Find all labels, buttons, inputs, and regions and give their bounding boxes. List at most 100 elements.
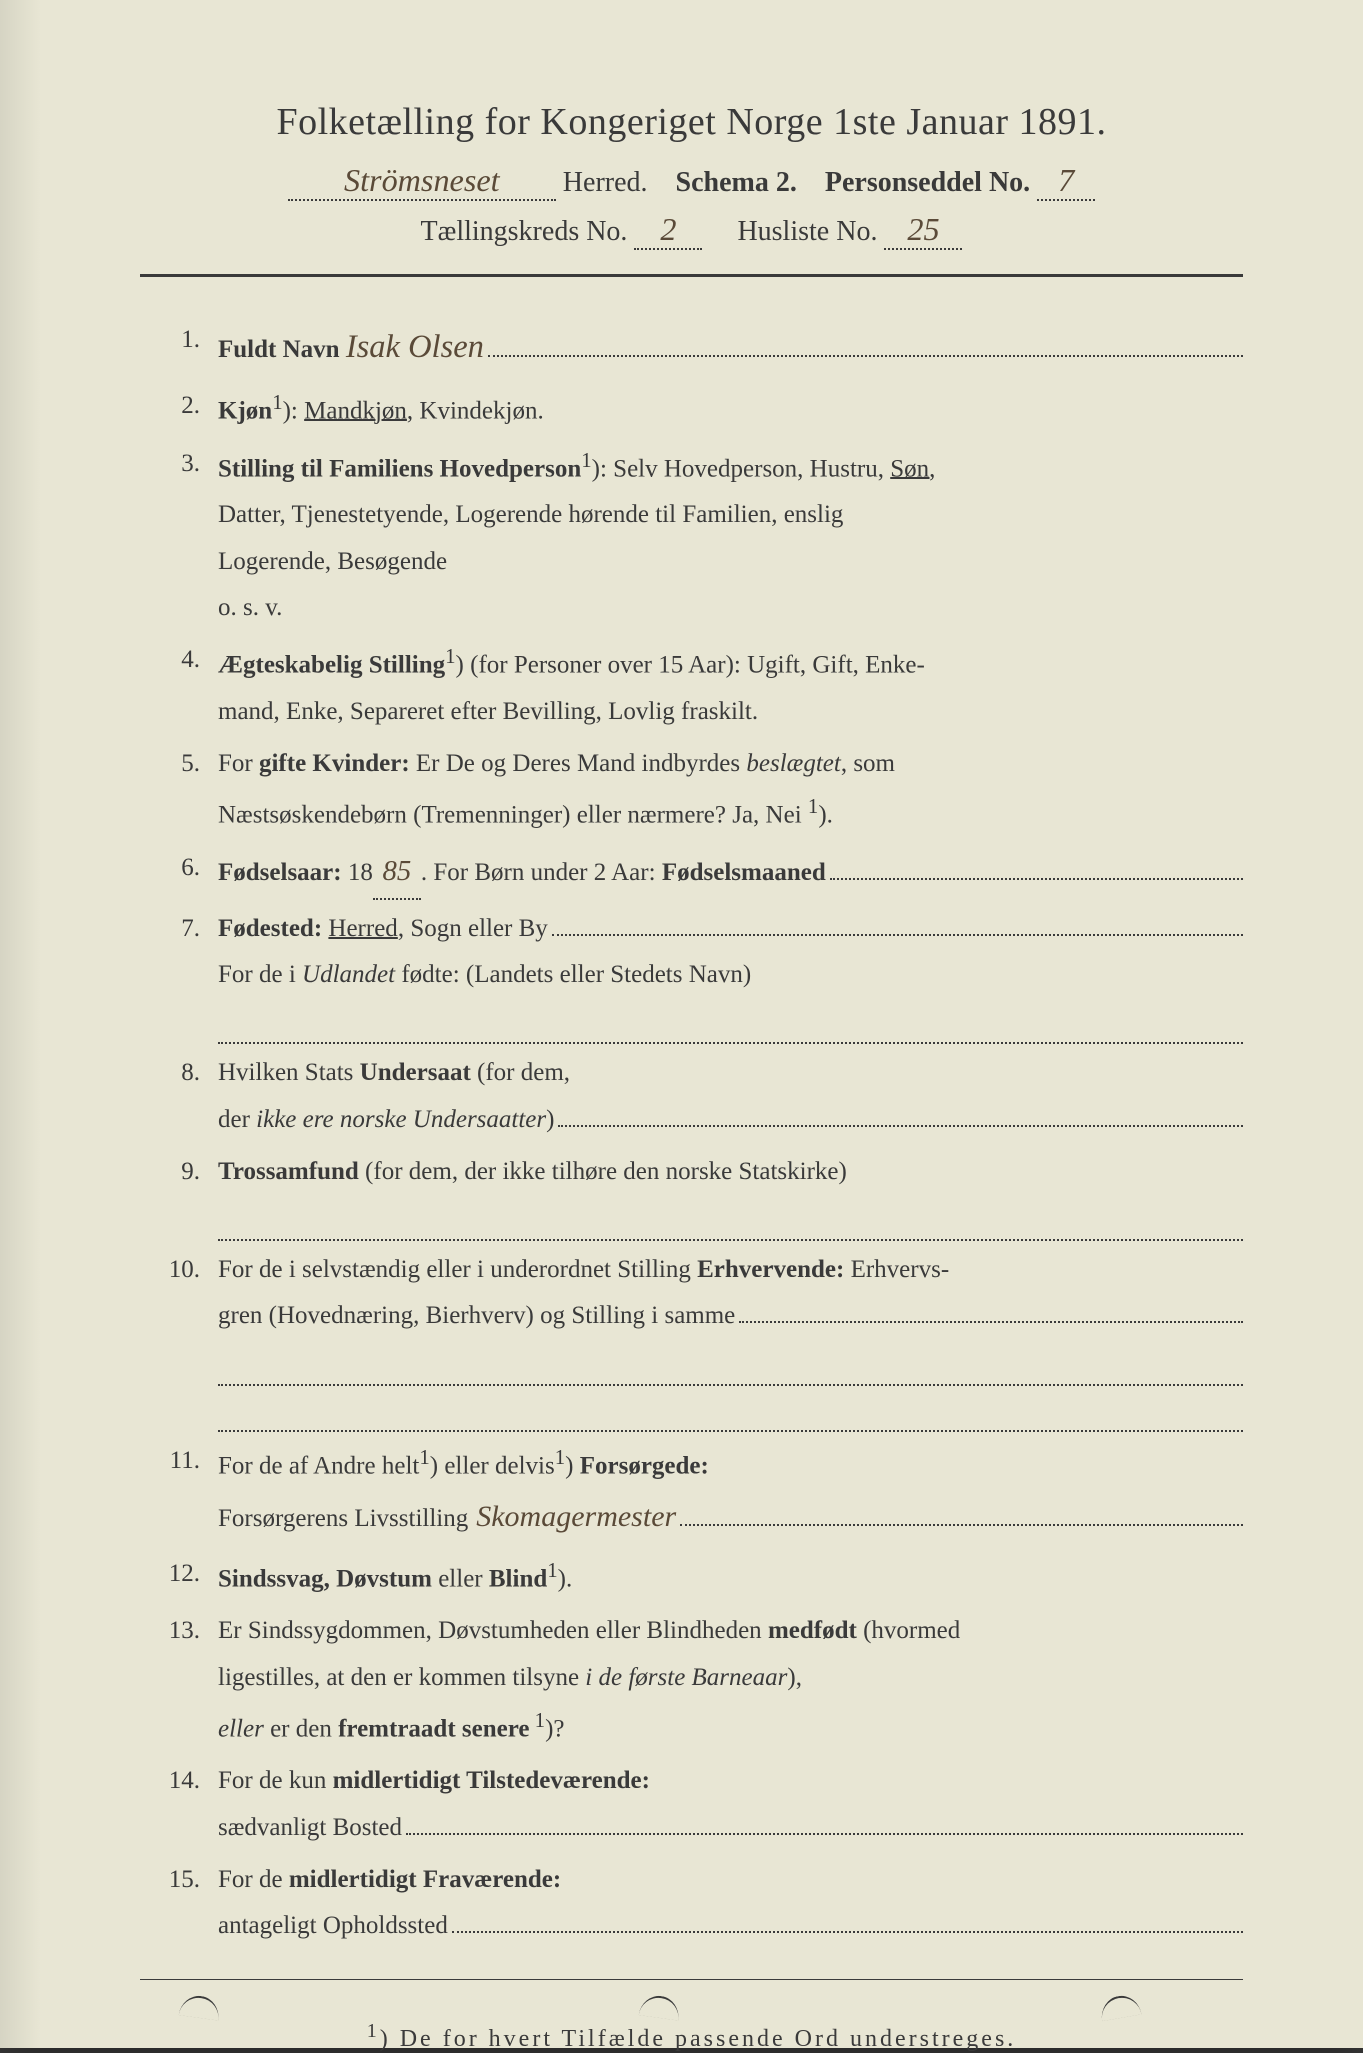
item-continuation: Datter, Tjenestetyende, Logerende hørend… xyxy=(218,492,1243,538)
form-item: 4.Ægteskabelig Stilling1) (for Personer … xyxy=(140,637,1243,735)
item-text: Forsørgerens Livsstilling xyxy=(218,1496,468,1542)
item-continuation: For de i Udlandet fødte: (Landets eller … xyxy=(218,952,1243,998)
item-line: Fuldt Navn Isak Olsen xyxy=(218,317,1243,377)
item-continuation: der ikke ere norske Undersaatter) xyxy=(218,1097,1243,1143)
item-text: Datter, Tjenestetyende, Logerende hørend… xyxy=(218,492,843,538)
item-line: Er Sindssygdommen, Døvstumheden eller Bl… xyxy=(218,1608,1243,1654)
item-line: Kjøn1): Mandkjøn, Kvindekjøn. xyxy=(218,383,1243,435)
item-number: 4. xyxy=(140,637,218,735)
item-line: Fødested: Herred, Sogn eller By xyxy=(218,906,1243,952)
item-body: For de af Andre helt1) eller delvis1) Fo… xyxy=(218,1438,1243,1545)
form-title: Folketælling for Kongeriget Norge 1ste J… xyxy=(140,100,1243,144)
item-body: For de i selvstændig eller i underordnet… xyxy=(218,1247,1243,1432)
form-item: 5.For gifte Kvinder: Er De og Deres Mand… xyxy=(140,741,1243,839)
form-item: 15.For de midlertidigt Fraværende:antage… xyxy=(140,1857,1243,1950)
item-number: 5. xyxy=(140,741,218,839)
header-line-2: Tællingskreds No. 2 Husliste No. 25 xyxy=(140,211,1243,250)
footnote-text: ) De for hvert Tilfælde passende Ord und… xyxy=(380,2026,1017,2052)
form-items: 1.Fuldt Navn Isak Olsen 2.Kjøn1): Mandkjø… xyxy=(140,317,1243,1949)
item-line: Trossamfund (for dem, der ikke tilhøre d… xyxy=(218,1149,1243,1195)
item-continuation: Næstsøskendebørn (Tremenninger) eller næ… xyxy=(218,787,1243,839)
item-continuation: gren (Hovednæring, Bierhverv) og Stillin… xyxy=(218,1293,1243,1339)
item-body: Kjøn1): Mandkjøn, Kvindekjøn. xyxy=(218,383,1243,435)
binding-mark xyxy=(639,1993,682,2020)
item-text: ligestilles, at den er kommen tilsyne i … xyxy=(218,1655,802,1701)
item-body: For de kun midlertidigt Tilstedeværende:… xyxy=(218,1758,1243,1851)
form-item: 7.Fødested: Herred, Sogn eller ByFor de … xyxy=(140,906,1243,1045)
item-text: Næstsøskendebørn (Tremenninger) eller næ… xyxy=(218,787,833,839)
item-text: For de i Udlandet fødte: (Landets eller … xyxy=(218,952,751,998)
item-continuation: o. s. v. xyxy=(218,585,1243,631)
item-number: 6. xyxy=(140,845,218,900)
item-text: For de i selvstændig eller i underordnet… xyxy=(218,1247,949,1293)
item-number: 10. xyxy=(140,1247,218,1432)
item-text: Stilling til Familiens Hovedperson1): Se… xyxy=(218,441,935,493)
item-text: Ægteskabelig Stilling1) (for Personer ov… xyxy=(218,637,925,689)
form-item: 8.Hvilken Stats Undersaat (for dem,der i… xyxy=(140,1050,1243,1143)
item-line: Ægteskabelig Stilling1) (for Personer ov… xyxy=(218,637,1243,689)
item-line: For gifte Kvinder: Er De og Deres Mand i… xyxy=(218,741,1243,787)
item-text: sædvanligt Bosted xyxy=(218,1805,402,1851)
dotted-fill xyxy=(452,1931,1243,1933)
item-text: eller er den fremtraadt senere 1)? xyxy=(218,1701,565,1753)
item-number: 14. xyxy=(140,1758,218,1851)
item-text: der ikke ere norske Undersaatter) xyxy=(218,1097,554,1143)
header-line-1: Strömsneset Herred. Schema 2. Personsedd… xyxy=(140,162,1243,201)
form-item: 14.For de kun midlertidigt Tilstedeværen… xyxy=(140,1758,1243,1851)
item-number: 7. xyxy=(140,906,218,1045)
husliste-no-handwritten: 25 xyxy=(884,211,962,250)
item-text: Fuldt Navn Isak Olsen xyxy=(218,317,484,377)
handwritten-value: Skomagermester xyxy=(468,1489,676,1545)
item-continuation: mand, Enke, Separeret efter Bevilling, L… xyxy=(218,689,1243,735)
dotted-fill xyxy=(552,934,1243,936)
census-form-page: Folketælling for Kongeriget Norge 1ste J… xyxy=(0,0,1363,2048)
dotted-fill xyxy=(488,355,1243,357)
item-continuation: ligestilles, at den er kommen tilsyne i … xyxy=(218,1655,1243,1701)
item-number: 12. xyxy=(140,1551,218,1603)
item-body: Ægteskabelig Stilling1) (for Personer ov… xyxy=(218,637,1243,735)
item-line: For de i selvstændig eller i underordnet… xyxy=(218,1247,1243,1293)
form-item: 1.Fuldt Navn Isak Olsen xyxy=(140,317,1243,377)
item-body: Sindssvag, Døvstum eller Blind1). xyxy=(218,1551,1243,1603)
form-item: 10.For de i selvstændig eller i underord… xyxy=(140,1247,1243,1432)
personseddel-label: Personseddel No. xyxy=(825,167,1030,198)
item-text: gren (Hovednæring, Bierhverv) og Stillin… xyxy=(218,1293,735,1339)
form-item: 6.Fødselsaar: 1885. For Børn under 2 Aar… xyxy=(140,845,1243,900)
dotted-line-full xyxy=(218,1002,1243,1044)
husliste-label: Husliste No. xyxy=(737,216,877,247)
taellingskreds-label: Tællingskreds No. xyxy=(421,216,628,247)
item-text: mand, Enke, Separeret efter Bevilling, L… xyxy=(218,689,758,735)
item-body: Fødested: Herred, Sogn eller ByFor de i … xyxy=(218,906,1243,1045)
item-text: Hvilken Stats Undersaat (for dem, xyxy=(218,1050,570,1096)
item-text: antageligt Opholdssted xyxy=(218,1903,448,1949)
item-number: 15. xyxy=(140,1857,218,1950)
item-line: For de kun midlertidigt Tilstedeværende: xyxy=(218,1758,1243,1804)
item-text: Fødested: Herred, Sogn eller By xyxy=(218,906,548,952)
item-number: 2. xyxy=(140,383,218,435)
item-body: Er Sindssygdommen, Døvstumheden eller Bl… xyxy=(218,1608,1243,1752)
item-text: Fødselsaar: 1885. For Børn under 2 Aar: … xyxy=(218,845,826,900)
item-body: Stilling til Familiens Hovedperson1): Se… xyxy=(218,441,1243,631)
dotted-line-full xyxy=(218,1390,1243,1432)
item-text: For de kun midlertidigt Tilstedeværende: xyxy=(218,1758,650,1804)
dotted-fill xyxy=(830,878,1243,880)
item-continuation: Logerende, Besøgende xyxy=(218,539,1243,585)
item-line: For de af Andre helt1) eller delvis1) Fo… xyxy=(218,1438,1243,1490)
item-body: For gifte Kvinder: Er De og Deres Mand i… xyxy=(218,741,1243,839)
item-continuation: sædvanligt Bosted xyxy=(218,1805,1243,1851)
item-text: For gifte Kvinder: Er De og Deres Mand i… xyxy=(218,741,895,787)
form-item: 11.For de af Andre helt1) eller delvis1)… xyxy=(140,1438,1243,1545)
divider-bottom xyxy=(140,1979,1243,1980)
item-line: Hvilken Stats Undersaat (for dem, xyxy=(218,1050,1243,1096)
item-body: Fødselsaar: 1885. For Børn under 2 Aar: … xyxy=(218,845,1243,900)
dotted-fill xyxy=(406,1833,1243,1835)
item-text: Kjøn1): Mandkjøn, Kvindekjøn. xyxy=(218,383,544,435)
item-number: 3. xyxy=(140,441,218,631)
taellingskreds-no-handwritten: 2 xyxy=(634,211,702,250)
binding-mark xyxy=(179,1993,222,2020)
herred-label: Herred. xyxy=(563,167,648,198)
schema-label: Schema 2. xyxy=(676,167,797,198)
item-continuation: Forsørgerens LivsstillingSkomagermester xyxy=(218,1489,1243,1545)
dotted-line-full xyxy=(218,1344,1243,1386)
item-continuation: antageligt Opholdssted xyxy=(218,1903,1243,1949)
